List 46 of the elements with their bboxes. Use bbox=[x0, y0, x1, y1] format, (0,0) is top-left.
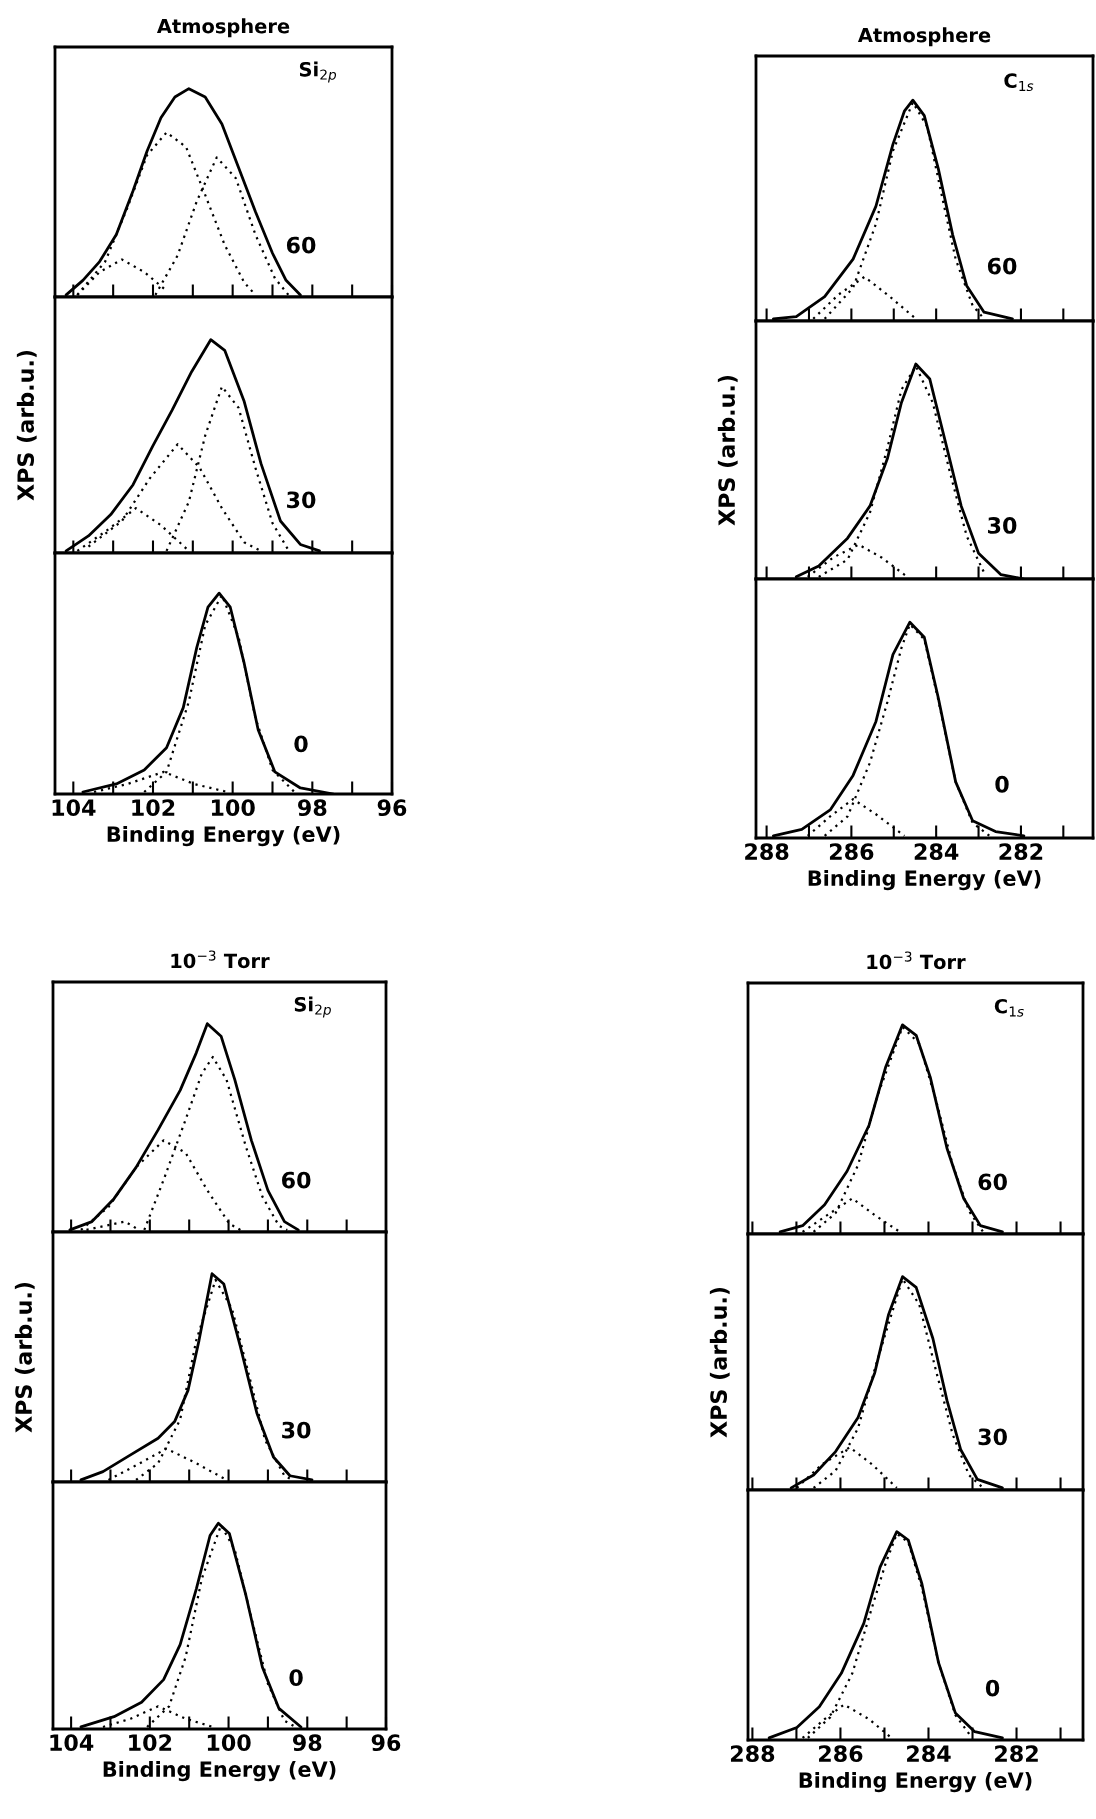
y-axis-title: XPS (arb.u.) bbox=[717, 375, 738, 526]
x-tick-label: 102 bbox=[129, 1734, 172, 1752]
y-axis-title: XPS (arb.u.) bbox=[16, 350, 37, 501]
x-tick-label: 104 bbox=[52, 799, 96, 817]
x-tick-label: 282 bbox=[995, 1745, 1038, 1763]
x-tick-label: 96 bbox=[377, 799, 407, 817]
annotation: 0 bbox=[985, 1679, 1000, 1697]
x-tick-label: 104 bbox=[50, 1734, 94, 1752]
annotation: 60 bbox=[286, 236, 316, 254]
y-axis-title: XPS (arb.u.) bbox=[709, 1287, 730, 1438]
text: C$_{1s}$ bbox=[1004, 73, 1034, 92]
annotation: 0 bbox=[289, 1669, 303, 1687]
chart-title: Atmosphere bbox=[857, 27, 991, 47]
x-tick-label: 284 bbox=[914, 843, 959, 861]
annotation: 30 bbox=[282, 1421, 311, 1439]
annotation: 0 bbox=[294, 735, 308, 753]
x-tick-label: 98 bbox=[298, 799, 327, 817]
annotation: 30 bbox=[988, 517, 1017, 534]
chart-title: 10$^{−3}$ Torr bbox=[171, 950, 270, 969]
text: Si$_{2p}$ bbox=[294, 996, 331, 1018]
x-tick-label: 288 bbox=[730, 1745, 775, 1763]
annotation: 30 bbox=[287, 491, 316, 509]
x-tick-label: 288 bbox=[745, 843, 789, 861]
x-axis-title: Binding Energy (eV) bbox=[107, 825, 340, 847]
text: C$_{1s}$ bbox=[994, 998, 1024, 1017]
x-tick-label: 282 bbox=[999, 843, 1043, 861]
x-tick-label: 286 bbox=[829, 843, 874, 861]
x-tick-label: 100 bbox=[211, 799, 255, 817]
x-tick-label: 98 bbox=[292, 1734, 322, 1752]
chart-title: 10$^{−3}$ Torr bbox=[867, 951, 966, 970]
x-tick-label: 284 bbox=[907, 1745, 951, 1763]
x-tick-label: 100 bbox=[207, 1734, 251, 1752]
annotation: 30 bbox=[978, 1428, 1007, 1446]
annotation: 60 bbox=[282, 1171, 311, 1189]
text: Si$_{2p}$ bbox=[299, 61, 337, 83]
annotation: 60 bbox=[987, 257, 1017, 275]
y-axis-title: XPS (arb.u.) bbox=[14, 1282, 35, 1433]
annotation: 0 bbox=[995, 775, 1009, 793]
x-axis-title: Binding Energy (eV) bbox=[103, 1760, 336, 1782]
chart-title: Atmosphere bbox=[156, 18, 290, 38]
x-axis-title: Binding Energy (eV) bbox=[808, 869, 1041, 891]
x-axis-title: Binding Energy (eV) bbox=[799, 1771, 1032, 1793]
x-tick-label: 102 bbox=[132, 799, 175, 817]
annotation: 60 bbox=[978, 1173, 1007, 1191]
x-tick-label: 286 bbox=[819, 1745, 863, 1763]
x-tick-label: 96 bbox=[371, 1734, 401, 1752]
